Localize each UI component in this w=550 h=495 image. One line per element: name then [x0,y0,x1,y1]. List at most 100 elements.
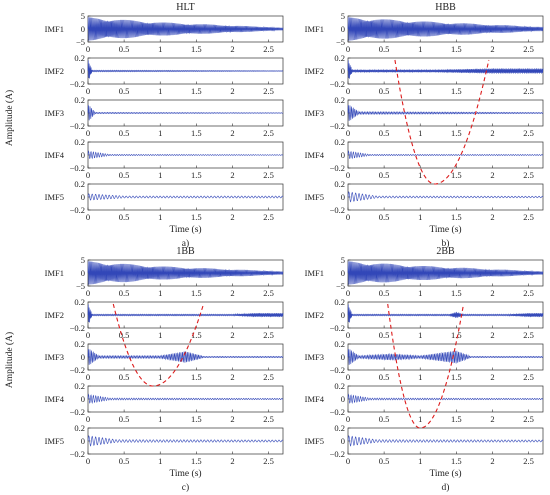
chart-title: 1BB [176,246,195,257]
y-tick-label: 0 [341,192,345,202]
x-axis-label: Time (s) [429,224,461,235]
x-tick-label: 1 [158,288,162,298]
x-tick-label: 1 [418,330,422,340]
signal-line [87,261,284,285]
signal-line [347,191,544,203]
x-tick-label: 0 [346,212,350,222]
x-tick-label: 0.5 [379,86,390,96]
x-tick-label: 1 [418,170,422,180]
x-tick-label: 1.5 [451,456,462,466]
y-tick-label: 0 [341,310,345,320]
y-tick-label: 0.2 [334,137,345,147]
x-tick-label: 1.5 [191,212,202,222]
panel-label: IMF5 [45,192,64,202]
x-tick-label: 0.5 [119,170,130,180]
x-tick-label: 0.5 [119,372,130,382]
y-tick-label: 0.2 [74,423,85,433]
y-tick-label: 0 [341,108,345,118]
x-tick-label: 1.5 [451,128,462,138]
x-tick-label: 2.5 [523,456,534,466]
x-tick-label: 1 [158,128,162,138]
x-tick-label: 0 [86,128,90,138]
panel-label: IMF3 [305,108,324,118]
signal-line [87,193,284,201]
y-tick-label: 0.2 [334,179,345,189]
signal-line [87,105,284,121]
x-tick-label: 1.5 [451,330,462,340]
x-tick-label: 0.5 [379,170,390,180]
y-tick-label: −0.2 [70,205,85,215]
x-tick-label: 0 [86,86,90,96]
panel-label: IMF3 [305,352,324,362]
x-tick-label: 1.5 [451,212,462,222]
x-tick-label: 0 [346,44,350,54]
y-tick-label: 0.2 [334,297,345,307]
x-tick-label: 0 [346,372,350,382]
chart-title: HBB [435,2,456,13]
panel-label: IMF2 [305,66,324,76]
panel-frame [347,183,544,211]
x-tick-label: 1 [418,414,422,424]
x-tick-label: 2.5 [523,212,534,222]
x-tick-label: 1.5 [191,44,202,54]
y-tick-label: −0.2 [330,205,345,215]
panel-label: IMF3 [45,108,64,118]
x-tick-label: 0.5 [119,414,130,424]
x-tick-label: 0 [86,288,90,298]
y-tick-label: 0 [341,436,345,446]
x-tick-label: 1.5 [191,456,202,466]
y-tick-label: 0 [81,310,85,320]
y-tick-label: −0.2 [70,407,85,417]
x-tick-label: 2.5 [523,372,534,382]
y-tick-label: 0.2 [74,381,85,391]
signal-line [347,17,544,41]
panel-label: IMF2 [305,310,324,320]
x-tick-label: 0.5 [119,212,130,222]
x-tick-label: 1.5 [191,330,202,340]
y-tick-label: 0.2 [74,297,85,307]
x-tick-label: 2.5 [263,456,274,466]
signal-line [347,304,544,323]
signal-line [347,60,544,79]
panel-label: IMF4 [305,394,325,404]
x-tick-label: 0 [346,330,350,340]
x-tick-label: 2 [230,212,234,222]
y-tick-label: 0.2 [74,95,85,105]
y-tick-label: 5 [81,255,85,265]
signal-line [87,304,284,323]
x-axis-label: Time (s) [169,224,201,235]
x-tick-label: 2 [490,414,494,424]
y-tick-label: −0.2 [330,407,345,417]
y-tick-label: 0 [341,352,345,362]
y-tick-label: 0 [81,352,85,362]
x-tick-label: 1.5 [451,288,462,298]
y-tick-label: −0.2 [70,323,85,333]
x-tick-label: 1 [158,212,162,222]
figure-ylabel-top: Amplitude (A) [4,90,15,146]
x-tick-label: 0.5 [119,456,130,466]
panel-label: IMF1 [305,24,324,34]
trend-curve [387,303,465,429]
x-tick-label: 0.5 [119,288,130,298]
x-tick-label: 0 [86,372,90,382]
panel-frame [87,183,284,211]
x-axis-label: Time (s) [429,468,461,479]
x-tick-label: 2 [490,372,494,382]
x-tick-label: 2 [230,44,234,54]
signal-line [347,393,544,404]
panel-caption: b) [442,238,450,249]
x-tick-label: 2 [490,212,494,222]
x-tick-label: 1 [418,128,422,138]
y-tick-label: 5 [341,255,345,265]
